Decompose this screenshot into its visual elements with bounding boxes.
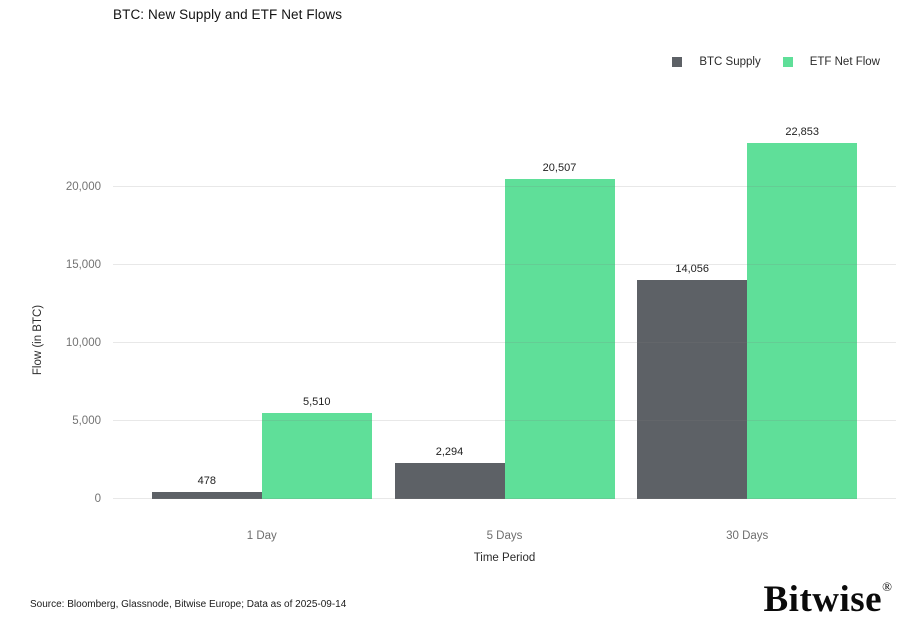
bar-btc-supply-5-days: 2,294	[394, 446, 505, 499]
y-tick-label: 5,000	[72, 415, 101, 428]
gridline	[113, 498, 896, 499]
x-axis-title: Time Period	[473, 552, 536, 564]
x-tick-label-5-days: 5 Days	[486, 530, 523, 542]
bar-etf-net-flow-5-days: 20,507	[504, 162, 615, 499]
x-tick-label-30-days: 30 Days	[726, 530, 769, 542]
bar-btc-supply-30-days: 14,056	[637, 263, 748, 499]
bar-value-label: 478	[197, 474, 216, 487]
chart-title: BTC: New Supply and ETF Net Flows	[113, 7, 343, 22]
legend: BTC Supply ETF Net Flow	[672, 56, 880, 68]
bitwise-logo-text: Bitwise	[763, 579, 883, 620]
gridline	[113, 264, 896, 266]
legend-swatch-btc-supply	[672, 57, 683, 67]
bitwise-logo: Bitwise®	[764, 580, 893, 618]
y-tick-label: 15,000	[65, 259, 101, 272]
y-tick-label: 10,000	[65, 337, 101, 350]
legend-label-btc-supply: BTC Supply	[699, 56, 761, 68]
bar-value-label: 2,294	[435, 446, 464, 459]
bar-value-label: 22,853	[785, 125, 820, 138]
legend-swatch-etf-net-flow	[782, 57, 793, 67]
bar-etf-net-flow-1-day: 5,510	[261, 396, 372, 499]
plot-area: 0 5,000 10,000 15,000 20,000 478 5,510 2…	[66, 125, 896, 505]
y-tick-label: 20,000	[65, 181, 101, 194]
bar-value-label: 14,056	[675, 262, 710, 275]
bar-btc-supply-1-day: 478	[151, 475, 262, 499]
bar-value-label: 20,507	[542, 162, 577, 175]
source-note: Source: Bloomberg, Glassnode, Bitwise Eu…	[30, 599, 347, 610]
legend-label-etf-net-flow: ETF Net Flow	[809, 56, 880, 68]
gridline	[113, 420, 896, 422]
x-tick-label-1-day: 1 Day	[246, 530, 277, 542]
y-axis-title: Flow (in BTC)	[32, 304, 44, 376]
legend-item-etf-net-flow: ETF Net Flow	[782, 56, 880, 68]
y-tick-label: 0	[94, 493, 101, 505]
gridline	[113, 186, 896, 188]
legend-item-btc-supply: BTC Supply	[672, 56, 761, 68]
bar-value-label: 5,510	[303, 396, 331, 409]
gridline	[113, 342, 896, 344]
registered-trademark-icon: ®	[882, 579, 892, 594]
bar-etf-net-flow-30-days: 22,853	[747, 126, 858, 499]
